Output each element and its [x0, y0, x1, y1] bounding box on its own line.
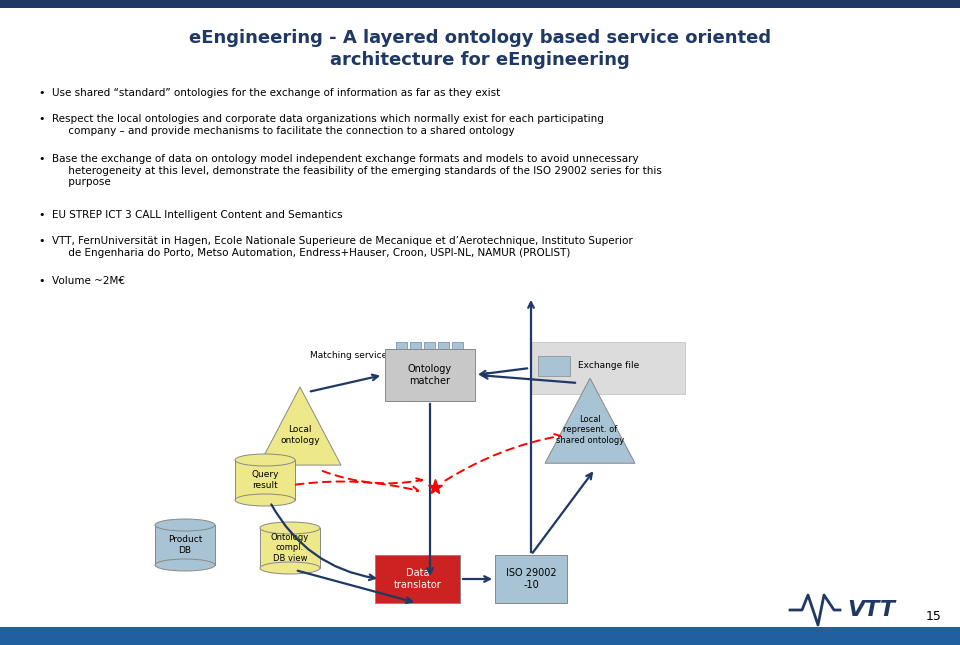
Text: Respect the local ontologies and corporate data organizations which normally exi: Respect the local ontologies and corpora…: [52, 114, 604, 135]
Bar: [0, 0, 960, 8]
Ellipse shape: [260, 562, 320, 574]
Text: eEngineering - A layered ontology based service oriented: eEngineering - A layered ontology based …: [189, 29, 771, 47]
Text: Data
translator: Data translator: [394, 568, 442, 590]
Polygon shape: [259, 387, 341, 465]
Text: •: •: [38, 210, 44, 220]
Bar: [155, 525, 215, 565]
Bar: [385, 349, 475, 401]
Text: •: •: [38, 88, 44, 98]
Text: Volume ~2M€: Volume ~2M€: [52, 276, 125, 286]
Bar: [530, 342, 685, 394]
Text: Local
represent. of
shared ontology: Local represent. of shared ontology: [556, 415, 624, 445]
Bar: [375, 555, 460, 603]
Text: Exchange file: Exchange file: [578, 361, 639, 370]
Text: VTT: VTT: [847, 600, 895, 620]
Text: Base the exchange of data on ontology model independent exchange formats and mod: Base the exchange of data on ontology mo…: [52, 154, 661, 187]
Ellipse shape: [260, 522, 320, 534]
Bar: [0, 627, 960, 645]
Text: Matching services: Matching services: [310, 350, 392, 359]
Bar: [396, 342, 407, 356]
Text: 15: 15: [926, 610, 942, 623]
Text: EU STREP ICT 3 CALL Intelligent Content and Semantics: EU STREP ICT 3 CALL Intelligent Content …: [52, 210, 343, 220]
Text: architecture for eEngineering: architecture for eEngineering: [330, 51, 630, 69]
Bar: [538, 356, 570, 376]
Text: Ontology
matcher: Ontology matcher: [408, 364, 452, 386]
Text: Use shared “standard” ontologies for the exchange of information as far as they : Use shared “standard” ontologies for the…: [52, 88, 500, 98]
Bar: [495, 555, 567, 603]
Text: VTT, FernUniversität in Hagen, Ecole Nationale Superieure de Mecanique et d’Aero: VTT, FernUniversität in Hagen, Ecole Nat…: [52, 236, 633, 257]
Ellipse shape: [155, 519, 215, 531]
Text: •: •: [38, 236, 44, 246]
Polygon shape: [545, 378, 635, 463]
Text: •: •: [38, 276, 44, 286]
Text: •: •: [38, 114, 44, 124]
Text: Product
DB: Product DB: [168, 535, 203, 555]
Text: Ontology
compl.
DB view: Ontology compl. DB view: [271, 533, 309, 563]
Bar: [235, 460, 295, 500]
Bar: [438, 342, 449, 356]
Bar: [260, 528, 320, 568]
Text: Local
ontology: Local ontology: [280, 425, 320, 444]
Text: •: •: [38, 154, 44, 164]
Bar: [424, 342, 435, 356]
Ellipse shape: [235, 494, 295, 506]
Ellipse shape: [155, 559, 215, 571]
Bar: [410, 342, 421, 356]
Text: ISO 29002
-10: ISO 29002 -10: [506, 568, 556, 590]
Ellipse shape: [235, 454, 295, 466]
Text: Query
result: Query result: [252, 470, 278, 490]
Bar: [452, 342, 463, 356]
